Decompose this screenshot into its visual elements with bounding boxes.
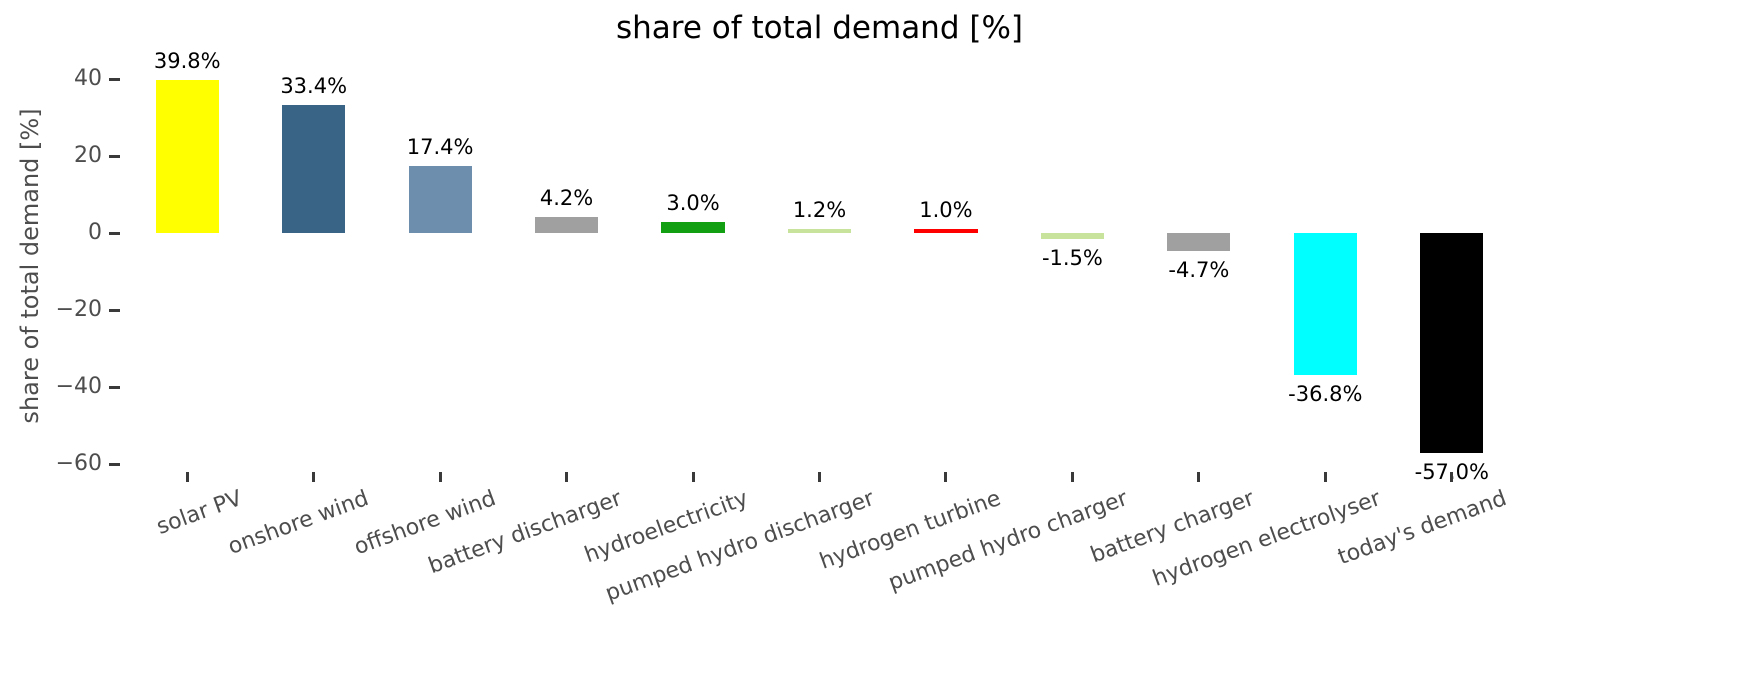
x-tick-label: hydrogen electrolyser [1149,486,1384,592]
x-tick-mark [1323,472,1327,482]
bar-hydrogen-electrolyser [1293,233,1357,375]
y-tick-label: 40 [74,66,102,92]
x-tick-label: onshore wind [225,486,373,560]
y-tick-mark [109,77,120,81]
x-tick-mark [1197,472,1201,482]
y-tick-mark [109,385,120,389]
bar-value-label: 1.2% [792,197,847,222]
bar-today-s-demand [1420,233,1484,453]
plot-area: 40 20 0 −20 −40 −60 39.8% solar PV 33.4% onshore … [56,49,1515,607]
bar-battery-discharger [534,217,599,234]
bar-value-label: -1.5% [1041,246,1103,271]
bar-value-label: 33.4% [280,73,348,98]
y-tick-label: −60 [55,451,102,477]
x-tick-mark [1070,472,1074,482]
x-tick-mark [818,472,821,482]
bar-value-label: -4.7% [1168,258,1230,283]
bar-offshore-wind [408,166,472,234]
y-tick-label: −20 [55,297,102,323]
x-tick-mark [691,472,695,482]
y-tick-mark [109,231,120,235]
y-axis-label: share of total demand [%] [16,108,44,424]
x-tick-mark [565,472,569,482]
bar-value-label: 39.8% [153,49,221,74]
bar-battery-charger [1167,233,1231,252]
x-tick-mark [1450,472,1454,482]
y-tick-mark [109,462,120,466]
bar-value-label: 17.4% [406,135,474,160]
bar-value-label: 3.0% [666,190,720,215]
bar-solar-pv [155,80,219,234]
bar-value-label: 1.0% [919,198,973,223]
x-tick-mark [312,472,316,482]
y-tick-label: 20 [74,143,102,169]
bar-pumped-hydro-discharger [787,228,852,234]
y-tick-mark [109,154,120,158]
bar-hydrogen-turbine [914,229,978,234]
bar-onshore-wind [282,104,346,234]
y-tick-label: 0 [88,220,102,246]
bar-hydroelectricity [661,221,725,234]
x-tick-mark [438,472,442,482]
y-tick-label: −40 [55,374,102,400]
bar-pumped-hydro-charger [1040,233,1104,240]
x-tick-mark [185,472,189,482]
x-tick-mark [944,472,948,482]
chart-title: share of total demand [%] [615,10,1024,46]
y-tick-mark [109,308,120,312]
bar-value-label: -36.8% [1288,381,1363,406]
bar-value-label: 4.2% [539,186,594,211]
